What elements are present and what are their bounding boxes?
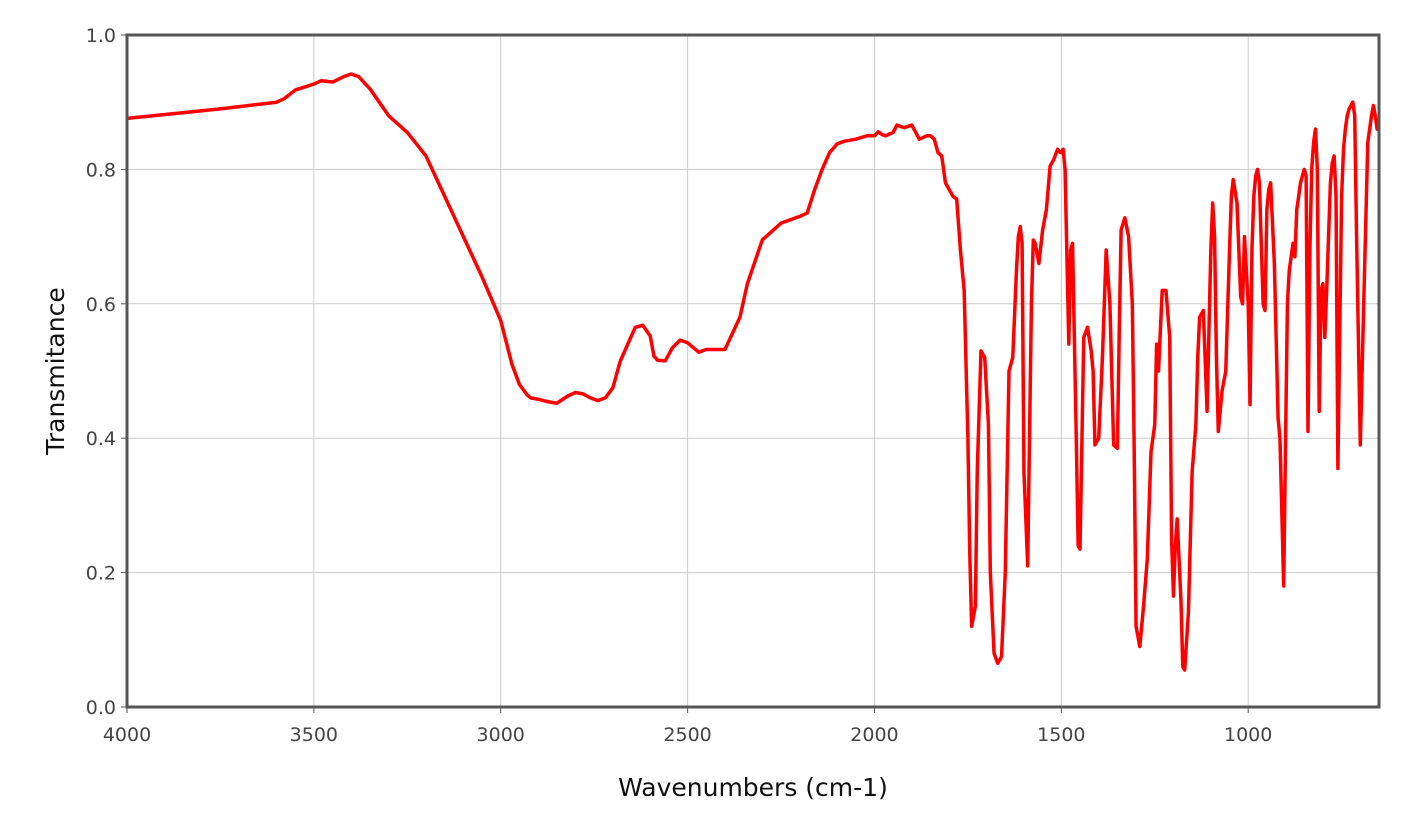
y-tick-label: 0.4 xyxy=(86,428,116,450)
y-tick-label: 0.8 xyxy=(86,159,116,181)
y-tick-label: 1.0 xyxy=(86,25,116,47)
x-axis-title: Wavenumbers (cm-1) xyxy=(618,773,888,802)
spectrum-line xyxy=(127,72,1379,672)
x-tick-label: 4000 xyxy=(103,724,151,746)
plot-area xyxy=(127,72,1379,672)
axis-ticks: 4000 3500 3000 2500 2000 1500 1000 0.0 0.2 0.4 0.6… xyxy=(86,25,1273,746)
x-tick-label: 1000 xyxy=(1224,724,1272,746)
y-tick-label: 0.0 xyxy=(86,697,116,719)
y-axis-title: Transmitance xyxy=(41,287,70,455)
x-tick-label: 3000 xyxy=(477,724,525,746)
x-tick-label: 2000 xyxy=(850,724,898,746)
y-tick-label: 0.6 xyxy=(86,294,116,316)
x-tick-label: 1500 xyxy=(1037,724,1085,746)
grid-lines xyxy=(127,35,1379,707)
y-tick-label: 0.2 xyxy=(86,563,116,585)
plot-frame xyxy=(125,33,1381,709)
x-tick-label: 2500 xyxy=(663,724,711,746)
x-tick-label: 3500 xyxy=(290,724,338,746)
